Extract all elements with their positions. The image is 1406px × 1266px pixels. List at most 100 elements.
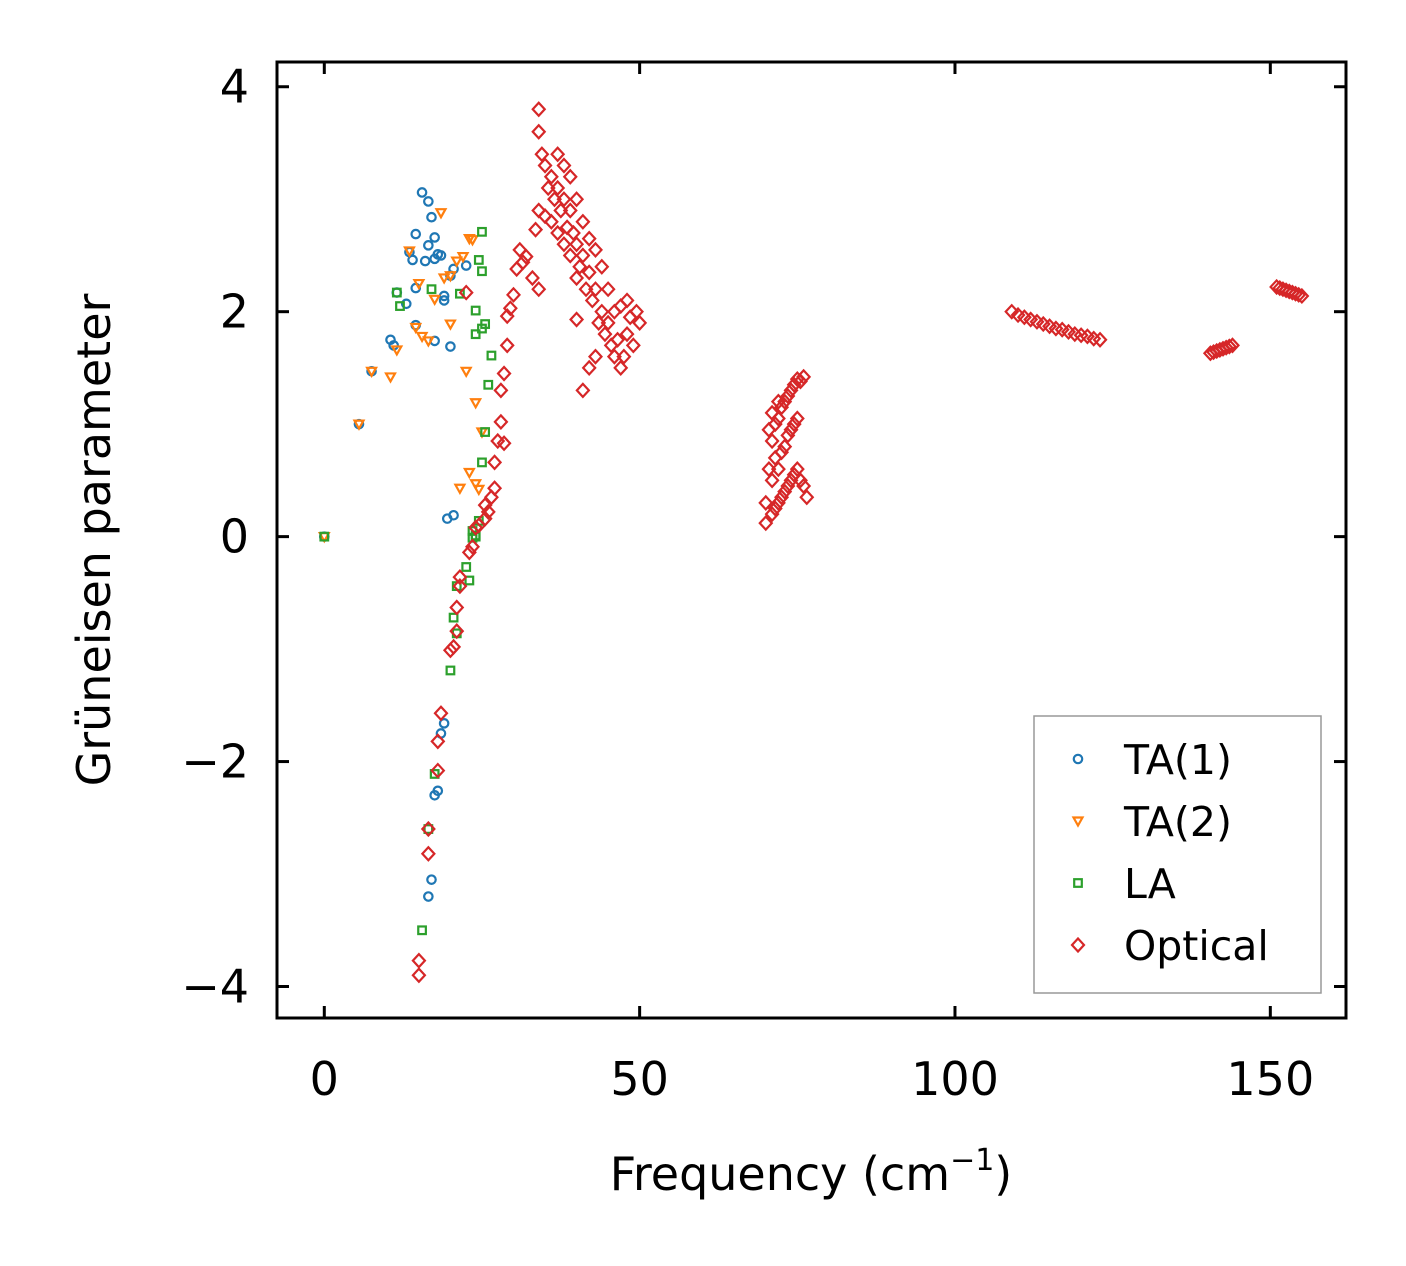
data-point xyxy=(391,287,402,298)
data-point xyxy=(486,350,497,361)
legend-marker xyxy=(1072,753,1084,765)
data-point xyxy=(390,345,404,357)
data-point xyxy=(770,410,786,427)
data-point xyxy=(430,733,446,750)
data-point xyxy=(411,952,427,969)
data-point xyxy=(556,191,572,208)
data-point xyxy=(518,248,534,265)
x-tick-label: 0 xyxy=(310,1052,339,1106)
legend-entry: TA(1) xyxy=(1072,736,1232,784)
data-point xyxy=(477,457,487,468)
data-point xyxy=(770,494,786,512)
data-point xyxy=(594,303,610,320)
data-point xyxy=(445,665,456,676)
data-point xyxy=(777,393,793,410)
data-point xyxy=(581,359,597,377)
x-tick-label: 100 xyxy=(911,1052,999,1106)
data-point xyxy=(789,461,805,478)
data-point xyxy=(493,413,509,431)
legend-label: Optical xyxy=(1124,922,1269,970)
data-point xyxy=(569,269,585,287)
data-point xyxy=(365,366,378,379)
data-point xyxy=(426,284,437,295)
x-axis-label-suffix: ) xyxy=(994,1147,1012,1201)
legend-entry: Optical xyxy=(1070,922,1269,970)
data-point xyxy=(506,286,522,303)
data-point xyxy=(587,281,603,298)
data-point xyxy=(477,323,487,334)
series-optical xyxy=(411,101,1310,984)
data-point xyxy=(780,387,796,405)
data-point xyxy=(515,254,531,271)
data-point xyxy=(783,382,799,399)
data-point xyxy=(774,489,790,506)
data-point xyxy=(543,213,559,230)
data-point xyxy=(352,419,366,431)
ticks-layer: 0 50 100 150 −4 −2 0 2 4 xyxy=(181,60,1346,1106)
data-point xyxy=(799,489,815,506)
data-point xyxy=(569,311,585,328)
data-point xyxy=(432,785,444,797)
y-tick-label: 4 xyxy=(220,60,249,114)
data-point xyxy=(453,483,467,496)
data-point xyxy=(417,925,427,936)
data-point xyxy=(423,824,434,834)
data-point xyxy=(619,292,635,309)
data-point xyxy=(1218,339,1234,356)
data-point xyxy=(531,101,547,118)
data-point xyxy=(448,612,459,623)
data-point xyxy=(420,820,436,838)
data-point xyxy=(470,305,481,316)
data-point xyxy=(480,427,491,437)
data-point xyxy=(528,221,544,238)
data-point xyxy=(426,211,437,223)
data-point xyxy=(477,266,487,277)
data-point xyxy=(438,718,450,729)
data-point xyxy=(550,146,566,163)
data-point xyxy=(437,273,451,285)
data-point xyxy=(456,251,470,264)
data-point xyxy=(581,264,597,281)
points-layer xyxy=(317,101,1310,984)
y-tick-label: 0 xyxy=(220,510,249,564)
data-point xyxy=(780,427,796,444)
data-point xyxy=(470,530,481,541)
data-point xyxy=(562,202,578,219)
data-point xyxy=(449,599,465,616)
data-point xyxy=(610,331,626,348)
data-point xyxy=(613,359,629,377)
data-point xyxy=(459,366,473,379)
data-point xyxy=(483,379,494,390)
data-point xyxy=(429,769,440,779)
data-point xyxy=(465,538,481,555)
series-ta-2 xyxy=(317,208,489,544)
data-point xyxy=(473,255,484,265)
data-point xyxy=(777,483,793,500)
data-point xyxy=(780,477,796,495)
data-point xyxy=(758,515,774,532)
data-point xyxy=(534,146,550,163)
data-point xyxy=(786,416,802,433)
y-tick-label: −2 xyxy=(181,735,249,789)
legend-marker xyxy=(1073,878,1083,888)
data-point xyxy=(496,435,512,452)
data-point xyxy=(429,232,440,243)
data-point xyxy=(770,393,786,410)
data-point xyxy=(796,477,812,495)
data-point xyxy=(767,500,783,517)
data-point xyxy=(496,365,512,382)
data-point xyxy=(619,326,635,343)
data-point xyxy=(616,348,632,365)
data-point xyxy=(458,284,474,301)
data-point xyxy=(461,562,472,572)
legend-label: LA xyxy=(1124,860,1176,908)
data-point xyxy=(537,157,553,174)
data-point xyxy=(783,421,799,438)
data-point xyxy=(454,288,465,299)
data-point xyxy=(466,235,479,247)
data-point xyxy=(565,224,581,242)
data-point xyxy=(789,410,805,427)
data-point xyxy=(416,187,428,198)
data-point xyxy=(434,208,448,220)
data-point xyxy=(452,577,468,595)
